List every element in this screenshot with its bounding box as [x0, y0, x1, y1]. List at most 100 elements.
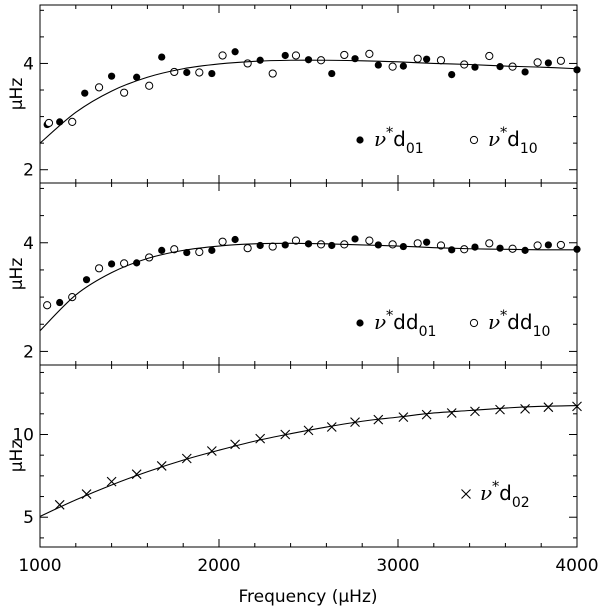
y-tick-label: 4 — [23, 54, 34, 74]
data-point — [485, 239, 494, 248]
data-point — [374, 61, 382, 69]
legend-subscript: 02 — [512, 495, 530, 511]
series-dd10 — [43, 236, 565, 310]
data-point — [170, 245, 179, 254]
legend-marker — [469, 318, 479, 328]
data-point — [108, 72, 116, 80]
y-ticks — [40, 187, 577, 352]
data-point — [195, 247, 204, 257]
data-point — [533, 241, 542, 250]
data-point — [81, 89, 89, 97]
data-point — [183, 248, 191, 257]
data-point — [448, 246, 456, 254]
data-point-stroke-b — [230, 439, 240, 450]
data-point — [120, 88, 129, 97]
data-point — [68, 292, 77, 302]
data-point — [255, 433, 266, 444]
y-tick-label: 2 — [23, 161, 34, 181]
series-fit — [39, 59, 578, 144]
data-point — [533, 58, 542, 67]
data-point — [158, 246, 166, 254]
data-point — [351, 235, 359, 243]
legend-symbol: ν — [488, 310, 500, 334]
data-point — [556, 240, 565, 250]
legend-superscript: * — [500, 308, 507, 324]
data-point — [291, 236, 301, 245]
data-point — [56, 298, 64, 307]
data-point — [496, 244, 504, 252]
data-point — [423, 55, 431, 63]
data-point — [436, 56, 446, 65]
data-point — [94, 83, 104, 92]
legend-marker — [356, 136, 364, 144]
x-tick-label: 4000 — [555, 556, 598, 576]
data-point — [446, 408, 457, 418]
data-point — [218, 237, 227, 246]
data-point — [448, 71, 456, 79]
data-point — [82, 276, 91, 284]
data-point — [195, 68, 204, 77]
data-point — [326, 422, 337, 432]
data-point — [145, 81, 154, 90]
legend-main: d — [499, 481, 512, 505]
legend-subscript: 01 — [419, 324, 437, 340]
legend-entry: ν*d02 — [461, 479, 530, 511]
y-tick-label: 5 — [23, 508, 34, 528]
x-axis-label-prefix: Frequency ( — [238, 587, 338, 607]
data-point — [485, 51, 494, 61]
data-point — [556, 56, 565, 65]
data-point — [54, 499, 65, 510]
legend-label: ν*d01 — [374, 125, 424, 157]
y-axis-label: μHz — [7, 258, 27, 291]
legend-symbol: ν — [374, 127, 386, 151]
y-tick-label: 4 — [23, 234, 34, 254]
legend-superscript: * — [500, 125, 507, 141]
legend-marker — [469, 135, 479, 145]
fit-curve — [39, 242, 578, 332]
data-point-stroke-b — [54, 499, 65, 510]
legend-marker-stroke-b — [461, 489, 471, 499]
data-point — [281, 51, 289, 60]
data-point-stroke-b — [520, 403, 530, 414]
x-ticks — [39, 5, 578, 183]
data-point-stroke-b — [543, 402, 554, 413]
data-point — [133, 73, 141, 81]
legend-main: dd — [393, 310, 418, 334]
data-point — [520, 403, 530, 414]
legend-symbol: ν — [488, 127, 500, 151]
data-point-stroke-b — [421, 409, 432, 420]
data-point — [413, 239, 422, 248]
data-point — [544, 241, 552, 249]
data-point — [43, 301, 52, 310]
y-ticks — [40, 371, 577, 539]
legend-main: d — [393, 127, 406, 151]
data-point — [131, 469, 142, 480]
data-point — [94, 264, 104, 273]
legend-superscript: * — [386, 125, 393, 141]
x-tick-label: 2000 — [197, 556, 240, 576]
data-point — [158, 53, 166, 61]
data-point — [316, 240, 326, 249]
data-point — [231, 235, 239, 244]
data-point — [496, 63, 504, 71]
data-point — [365, 49, 374, 58]
x-ticks — [39, 365, 578, 547]
series-fit — [39, 242, 578, 332]
series-fit — [39, 404, 578, 517]
data-point — [56, 118, 64, 126]
legend-label: ν*dd01 — [374, 308, 436, 340]
data-point-stroke-b — [131, 469, 142, 480]
data-point — [460, 245, 469, 254]
data-point-stroke-b — [446, 408, 457, 418]
data-point — [423, 238, 431, 246]
legend-marker — [356, 319, 364, 327]
legend-main: dd — [507, 310, 532, 334]
y-ticks — [40, 9, 577, 171]
data-point — [328, 69, 336, 78]
data-point-stroke-b — [181, 453, 192, 464]
plot-frame — [39, 364, 578, 548]
data-point — [281, 241, 289, 249]
